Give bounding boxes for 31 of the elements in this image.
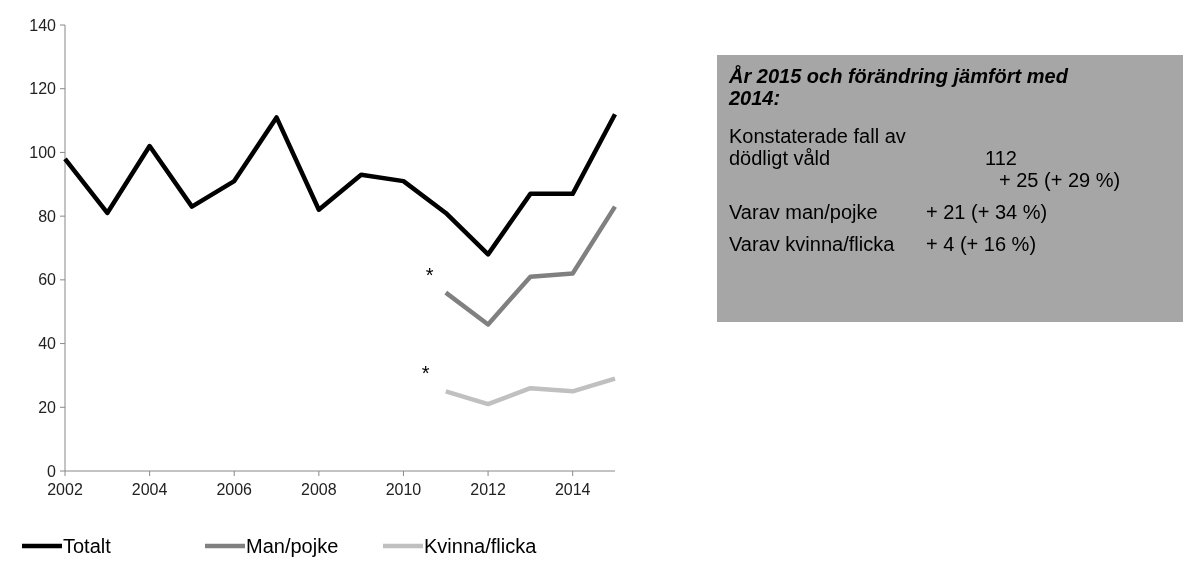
x-tick-label: 2004: [131, 481, 168, 498]
text: + 21 (+ 34 %): [926, 201, 1048, 223]
text: Konstaterade fall av dödligt våld: [729, 125, 907, 169]
y-tick-label: 100: [29, 144, 57, 162]
text: 112: [984, 147, 1018, 169]
y-tick-label: 80: [38, 207, 57, 225]
text: + 4 (+ 16 %): [926, 233, 1037, 255]
legend-label: Kvinna/flicka: [424, 535, 538, 557]
text: Varav kvinna/flicka: [729, 233, 896, 255]
y-tick-label: 60: [38, 271, 57, 289]
line-series: [443, 376, 618, 407]
x-tick-label: 2010: [385, 481, 422, 498]
legend-label: Man/pojke: [246, 535, 339, 557]
x-tick-label: 2006: [216, 481, 253, 498]
annotation: *: [421, 362, 430, 385]
y-tick-label: 120: [29, 80, 57, 98]
y-tick-label: 140: [29, 16, 57, 34]
y-tick-label: 40: [38, 335, 57, 353]
line-series: [443, 204, 618, 327]
y-tick-label: 20: [38, 398, 57, 416]
annotation: *: [425, 263, 434, 286]
text: År 2015 och förändring jämfört med 2014:: [729, 65, 1069, 109]
x-tick-label: 2008: [301, 481, 337, 498]
text: + 25 (+ 29 %): [998, 169, 1122, 191]
y-tick-label: 0: [47, 462, 57, 480]
line-series: [62, 111, 618, 257]
legend-label: Totalt: [63, 535, 112, 557]
x-tick-label: 2014: [554, 481, 591, 498]
x-tick-label: 2002: [47, 481, 83, 498]
x-tick-label: 2012: [470, 481, 506, 498]
text: Varav man/pojke: [729, 201, 879, 223]
